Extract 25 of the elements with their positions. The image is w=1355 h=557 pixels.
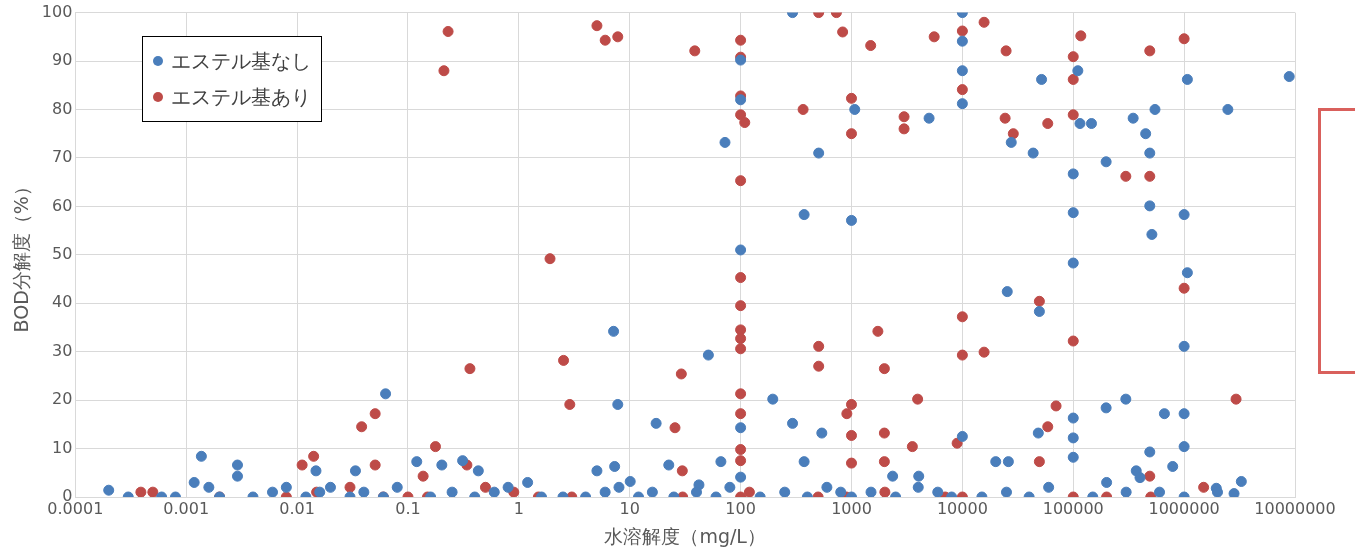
x-tick-label: 10000000: [1254, 498, 1336, 518]
x-tick-label: 1000: [831, 498, 872, 518]
y-tick-label: 20: [51, 389, 73, 409]
x-tick-label: 10: [619, 498, 640, 518]
x-axis-title: 水溶解度（mg/L）: [604, 524, 766, 547]
y-tick-label: 50: [51, 243, 73, 263]
x-tick-label: 10000: [936, 498, 988, 518]
legend-label: エステル基あり: [171, 84, 311, 110]
x-tick-label: 0.01: [279, 498, 315, 518]
y-axis-title: BOD分解度（%）: [10, 177, 33, 333]
y-tick-label: 100: [41, 1, 73, 21]
x-tick-label: 1000000: [1148, 498, 1220, 518]
y-tick-label: 30: [51, 340, 73, 360]
x-tick-label: 0.1: [395, 498, 421, 518]
legend-label: エステル基なし: [171, 48, 311, 74]
x-tick-label: 0.001: [163, 498, 210, 518]
y-tick-label: 70: [51, 147, 73, 167]
x-tick-label: 100000: [1042, 498, 1104, 518]
y-tick-label: 90: [51, 50, 73, 70]
y-tick-label: 80: [51, 98, 73, 118]
x-tick-label: 100: [725, 498, 756, 518]
y-tick-label: 60: [51, 195, 73, 215]
x-tick-label: 1: [513, 498, 524, 518]
y-tick-label: 10: [51, 437, 73, 457]
y-tick-label: 40: [51, 292, 73, 312]
